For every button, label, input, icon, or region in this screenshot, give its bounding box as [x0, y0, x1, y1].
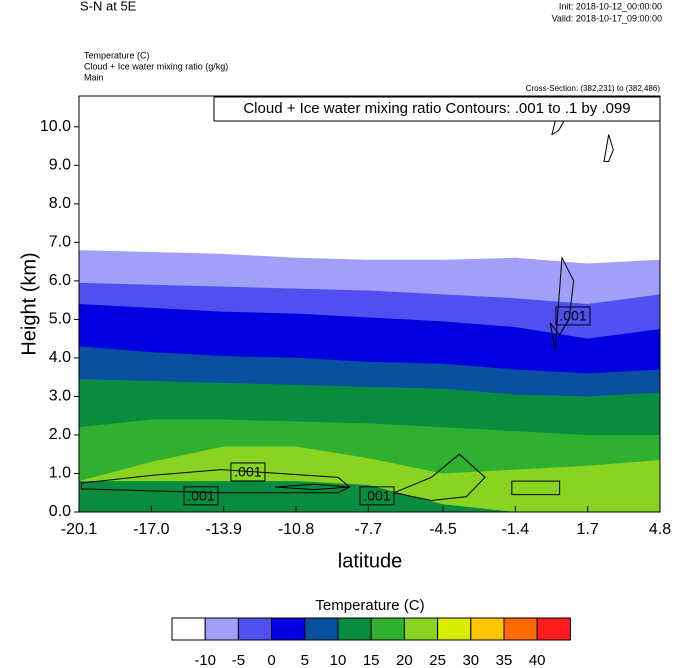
colorbar-label: 20: [396, 652, 413, 668]
colorbar-label: 35: [496, 652, 513, 668]
cloud-contour: [392, 453, 486, 501]
colorbar-title: Temperature (C): [315, 597, 424, 614]
field-label: Main: [84, 72, 104, 82]
contour-label-box: [359, 486, 395, 506]
x-tick-label: -17.0: [133, 521, 170, 538]
contour-label-box: [183, 486, 219, 506]
colorbar-label: -5: [232, 652, 245, 668]
contour-label: .001: [559, 308, 586, 324]
cloud-contour: [274, 483, 350, 491]
cloud-contour: [549, 255, 575, 351]
contour-label: .001: [187, 488, 214, 504]
colorbar-label: 10: [330, 652, 347, 668]
colorbar-label: 0: [267, 652, 275, 668]
init-time: Init: 2018-10-12_00:00:00: [559, 1, 662, 11]
y-tick-label: 7.0: [49, 234, 71, 251]
colorbar-label: 40: [529, 652, 546, 668]
x-tick-label: -4.5: [429, 521, 457, 538]
plot-frame: [78, 95, 661, 513]
cross-section: Cross-Section: (382,231) to (382,486): [526, 84, 661, 93]
y-tick-label: 10.0: [40, 118, 71, 135]
colorbar-swatch: [304, 617, 339, 641]
x-axis-title: latitude: [338, 550, 403, 572]
contour-label: .001: [234, 464, 261, 480]
y-tick-label: 6.0: [49, 272, 71, 289]
y-tick-label: 3.0: [49, 388, 71, 405]
y-tick-label: 9.0: [49, 157, 71, 174]
colorbar-swatch: [337, 617, 372, 641]
y-tick-label: 8.0: [49, 195, 71, 212]
x-tick-label: -1.4: [502, 521, 530, 538]
colorbar-swatch: [437, 617, 472, 641]
contour-label-box: [555, 306, 591, 326]
x-tick-label: -7.7: [355, 521, 383, 538]
colorbar-swatch: [536, 617, 571, 641]
contour-info: Cloud + Ice water mixing ratio Contours:…: [243, 100, 630, 117]
colorbar-swatch: [470, 617, 505, 641]
temperature-region: [79, 481, 660, 512]
cloud-contour: [80, 469, 351, 494]
x-tick-label: -10.8: [278, 521, 315, 538]
colorbar-label: 5: [301, 652, 309, 668]
colorbar-swatch: [403, 617, 439, 641]
colorbar-label: 25: [429, 652, 446, 668]
colorbar-label: 15: [363, 652, 380, 668]
contour-label-box: [230, 462, 266, 482]
x-tick-label: 4.8: [649, 521, 671, 538]
y-tick-label: 1.0: [49, 465, 71, 482]
field-label: Cloud + Ice water mixing ratio (g/kg): [84, 61, 228, 71]
cloud-contour: [603, 134, 614, 162]
x-tick-label: -13.9: [205, 521, 242, 538]
colorbar-swatch: [171, 617, 206, 641]
y-tick-label: 4.0: [49, 349, 71, 366]
info-box: [213, 96, 661, 122]
colorbar-swatch: [204, 617, 239, 641]
x-tick-label: -20.1: [61, 521, 98, 538]
valid-time: Valid: 2018-10-17_09:00:00: [552, 13, 662, 23]
field-label: Temperature (C): [84, 50, 150, 60]
cloud-contour: [511, 480, 561, 496]
y-tick-label: 2.0: [49, 426, 71, 443]
x-tick-label: 1.7: [577, 521, 599, 538]
y-axis-title: Height (km): [18, 252, 40, 355]
colorbar-swatch: [503, 617, 538, 641]
colorbar-swatch: [271, 617, 306, 641]
colorbar-label: 30: [462, 652, 479, 668]
y-tick-label: 5.0: [49, 311, 71, 328]
y-tick-label: 0.0: [49, 503, 71, 520]
contour-label: .001: [363, 488, 390, 504]
colorbar-swatch: [237, 617, 273, 641]
chart-title: S-N at 5E: [80, 0, 137, 13]
plot-area: .001 .001 .001 .001: [79, 106, 660, 512]
colorbar-label: -10: [194, 652, 216, 668]
colorbar-swatch: [370, 617, 405, 641]
